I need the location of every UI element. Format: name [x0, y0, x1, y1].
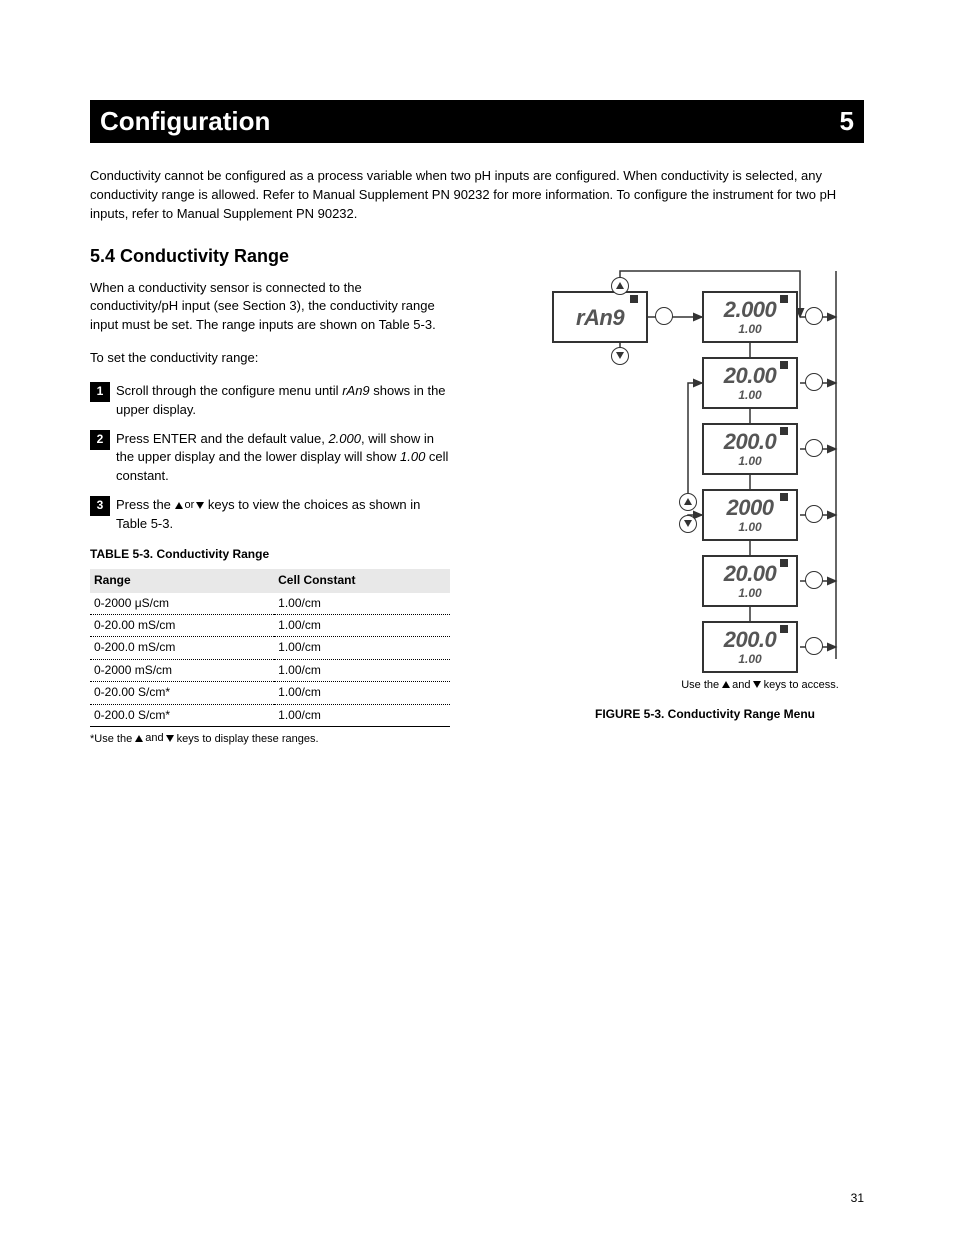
header-section-number: 5 — [840, 106, 854, 137]
range-table: Range Cell Constant 0-2000 μS/cm1.00/cm … — [90, 569, 450, 727]
indicator-dot — [780, 427, 788, 435]
up-down-keys-icon: and — [135, 731, 173, 747]
value-box: 2.000 1.00 — [702, 291, 798, 343]
step-row: 2 Press ENTER and the default value, 2.0… — [90, 430, 450, 487]
display-sub: 1.00 — [704, 521, 796, 533]
value-box: 200.0 1.00 — [702, 621, 798, 673]
up-down-keys-icon: and — [722, 679, 760, 691]
display-sub: 1.00 — [704, 389, 796, 401]
value-box: 20.00 1.00 — [702, 357, 798, 409]
display-code: rAn9 — [342, 383, 369, 398]
indicator-dot — [780, 493, 788, 501]
menu-diagram: rAn9 2.000 1.00 20.00 1.00 — [480, 279, 840, 729]
step-row: 1 Scroll through the configure menu unti… — [90, 382, 450, 420]
table-header: Range — [90, 569, 274, 592]
step-row: 3 Press the or keys to view the choices … — [90, 496, 450, 534]
step-number-box: 3 — [90, 496, 110, 516]
value-box: 200.0 1.00 — [702, 423, 798, 475]
table-row: 0-20.00 S/cm*1.00/cm — [90, 682, 450, 704]
display-sub: 1.00 — [704, 455, 796, 467]
step-number-box: 2 — [90, 430, 110, 450]
value-box: 20.00 1.00 — [702, 555, 798, 607]
value-box: 2000 1.00 — [702, 489, 798, 541]
paragraph: When a conductivity sensor is connected … — [90, 279, 450, 336]
table-footnote: *Use the and keys to display these range… — [90, 731, 450, 748]
header-title: Configuration — [100, 106, 270, 137]
page-number: 31 — [851, 1191, 864, 1205]
indicator-dot — [630, 295, 638, 303]
indicator-dot — [780, 295, 788, 303]
enter-button-icon — [805, 505, 823, 523]
display-code: 1.00 — [400, 449, 425, 464]
table-header: Cell Constant — [274, 569, 450, 592]
enter-key-label: ENTER — [153, 431, 197, 446]
menu-box: rAn9 — [552, 291, 648, 343]
diagram-note: Use the and keys to access. — [660, 679, 860, 691]
up-down-keys-icon: or — [175, 498, 205, 514]
figure-caption: FIGURE 5-3. Conductivity Range Menu — [580, 707, 830, 721]
display-main: rAn9 — [554, 307, 646, 329]
enter-button-icon — [805, 439, 823, 457]
enter-button-icon — [655, 307, 673, 325]
indicator-dot — [780, 625, 788, 633]
table-row: 0-2000 μS/cm1.00/cm — [90, 593, 450, 615]
enter-button-icon — [805, 373, 823, 391]
display-sub: 1.00 — [704, 323, 796, 335]
display-sub: 1.00 — [704, 587, 796, 599]
paragraph: To set the conductivity range: — [90, 349, 450, 368]
table-row: 0-20.00 mS/cm1.00/cm — [90, 614, 450, 636]
table-row: 0-200.0 S/cm*1.00/cm — [90, 704, 450, 726]
table-row: 0-200.0 mS/cm1.00/cm — [90, 637, 450, 659]
up-button-icon — [679, 493, 697, 511]
display-code: 2.000 — [328, 431, 361, 446]
down-button-icon — [679, 515, 697, 533]
step-text: Scroll through the configure menu until … — [116, 382, 450, 420]
step-text: Press ENTER and the default value, 2.000… — [116, 430, 450, 487]
step-text: Press the or keys to view the choices as… — [116, 496, 450, 534]
enter-button-icon — [805, 307, 823, 325]
step-number-box: 1 — [90, 382, 110, 402]
enter-button-icon — [805, 637, 823, 655]
indicator-dot — [780, 559, 788, 567]
up-button-icon — [611, 277, 629, 295]
section-header: Configuration 5 — [90, 100, 864, 143]
display-sub: 1.00 — [704, 653, 796, 665]
table-row: 0-2000 mS/cm1.00/cm — [90, 659, 450, 681]
section-title: 5.4 Conductivity Range — [90, 246, 864, 267]
enter-button-icon — [805, 571, 823, 589]
table-caption: TABLE 5-3. Conductivity Range — [90, 546, 450, 563]
indicator-dot — [780, 361, 788, 369]
down-button-icon — [611, 347, 629, 365]
intro-paragraph: Conductivity cannot be configured as a p… — [90, 167, 864, 224]
